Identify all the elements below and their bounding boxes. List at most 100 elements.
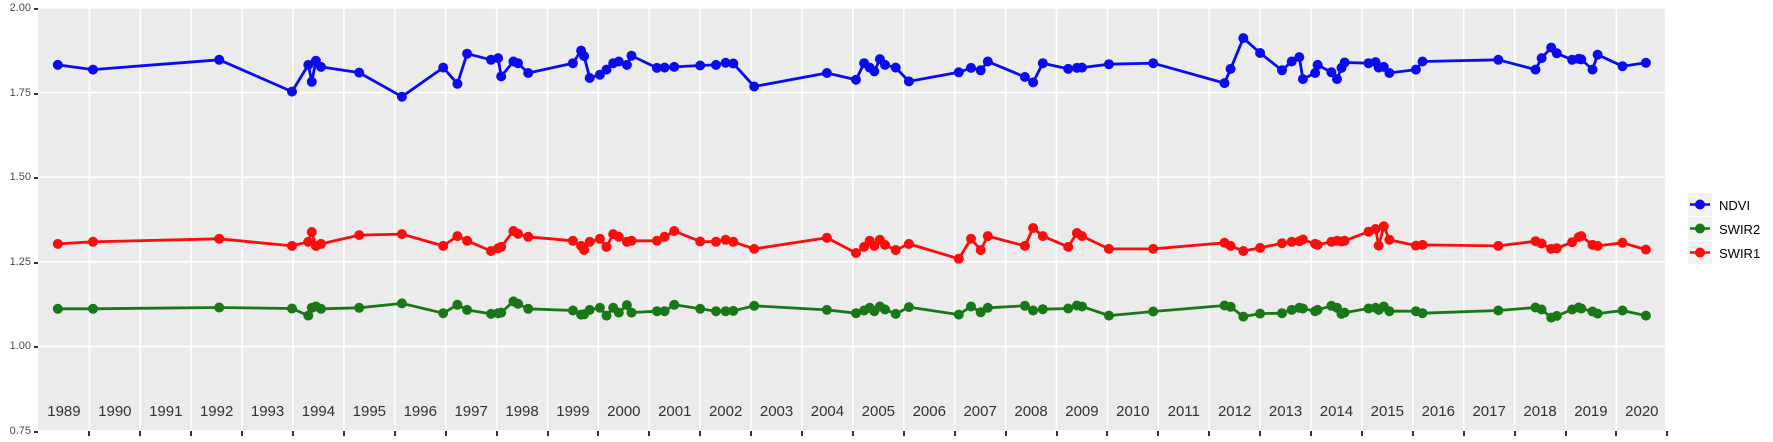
swir1-data-point (1370, 224, 1381, 234)
swir1-data-point (851, 248, 861, 258)
x-axis-year-label: 1993 (250, 403, 285, 420)
ndvi-data-point (1037, 58, 1048, 69)
ndvi-data-point (659, 62, 670, 73)
swir2-data-point (890, 308, 901, 319)
ndvi-data-point (1225, 63, 1236, 74)
x-axis-year-label: 2017 (1472, 403, 1506, 420)
swir1-data-point (1063, 241, 1074, 252)
ndvi-data-point (1019, 72, 1030, 82)
swir1-data-point (1384, 234, 1395, 245)
x-axis-year-label: 1994 (301, 403, 336, 420)
ndvi-data-point (711, 59, 721, 70)
ndvi-data-point (1326, 67, 1337, 78)
swir1-data-point (452, 231, 463, 242)
swir1-data-point (1417, 239, 1428, 250)
x-axis-tick (1513, 431, 1516, 436)
swir1-data-point (52, 238, 63, 249)
swir1-data-point (966, 233, 976, 244)
swir1-data-point (1277, 238, 1287, 249)
swir1-data-point (1225, 240, 1236, 251)
ndvi-data-point (1294, 52, 1305, 63)
swir2-data-point (1640, 310, 1651, 321)
swir1-data-point (1297, 234, 1308, 245)
x-axis-year-label: 2000 (607, 403, 641, 420)
swir2-data-point (1286, 304, 1297, 315)
swir2-data-point (567, 305, 578, 316)
ndvi-data-point (695, 60, 706, 71)
x-axis-year-label: 2010 (1116, 403, 1150, 420)
x-axis-tick (444, 431, 447, 436)
ndvi-data-point (493, 53, 504, 64)
ndvi-data-point (953, 67, 964, 78)
x-axis-year-label: 2011 (1167, 403, 1200, 420)
ndvi-data-point (1536, 53, 1547, 64)
swir2-data-point (1576, 303, 1587, 314)
ndvi-data-point (966, 62, 976, 73)
ndvi-data-point (880, 59, 890, 70)
swir2-data-point (1339, 307, 1350, 318)
swir2-data-point (1225, 301, 1236, 312)
ndvi-data-point (1286, 56, 1297, 67)
swir2-data-point (621, 300, 632, 311)
swir2-data-point (303, 310, 314, 321)
swir1-data-point (584, 236, 595, 247)
swir2-data-point (452, 299, 463, 310)
swir1-data-point (903, 238, 914, 249)
x-axis-tick (1106, 431, 1109, 436)
ndvi-data-point (354, 67, 365, 78)
swir2-data-point (1277, 308, 1287, 319)
ndvi-data-point (821, 68, 832, 78)
ndvi-data-point (496, 71, 507, 82)
x-axis-year-label: 2001 (658, 403, 692, 420)
ndvi-data-point (214, 54, 225, 65)
x-axis-tick (190, 431, 193, 436)
x-axis-tick (1666, 431, 1669, 436)
x-axis-tick (953, 431, 956, 436)
x-axis-year-label: 1990 (98, 403, 132, 420)
swir2-data-point (1297, 303, 1308, 314)
x-axis-tick (1615, 431, 1618, 436)
swir2-data-point (1077, 301, 1087, 312)
swir1-data-point (438, 240, 449, 251)
ndvi-data-point (1410, 64, 1421, 75)
swir2-data-point (1255, 308, 1266, 319)
ndvi-data-point (303, 59, 314, 70)
swir1-data-point (303, 236, 314, 247)
swir1-data-point (1028, 223, 1039, 233)
x-axis-year-label: 2020 (1625, 403, 1659, 420)
ndvi-data-point (287, 86, 297, 97)
swir1-data-point (1286, 236, 1297, 247)
y-axis-tick (34, 92, 38, 95)
swir1-data-point (287, 240, 297, 251)
swir2-data-point (880, 304, 890, 315)
ndvi-data-point (584, 73, 595, 83)
x-axis-tick (851, 431, 854, 436)
swir2-data-point (316, 303, 326, 314)
swir2-data-point (396, 298, 407, 309)
legend-item-ndvi: NDVI (1688, 193, 1760, 217)
swir2-data-point (584, 304, 595, 315)
swir2-data-point (903, 302, 914, 313)
x-axis-year-label: 1999 (556, 403, 590, 420)
swir1-data-point (1378, 221, 1389, 232)
x-axis-year-label: 2013 (1268, 403, 1303, 420)
swir1-data-point (669, 226, 680, 236)
swir1-data-point (1493, 240, 1504, 251)
y-axis-tick-label: 1.75 (9, 86, 31, 99)
swir1-data-point (821, 232, 832, 243)
legend-label: SWIR2 (1719, 221, 1761, 237)
swir2-data-point (88, 303, 98, 314)
swir2-data-point (720, 306, 731, 317)
swir2-data-point (711, 306, 721, 317)
swir1-data-point (567, 235, 578, 246)
ndvi-data-point (567, 58, 578, 69)
ndvi-data-point (1576, 54, 1587, 65)
swir1-data-point (306, 227, 317, 237)
swir1-data-point (1037, 231, 1048, 242)
x-axis-tick (1157, 431, 1160, 436)
ndvi-data-point (621, 59, 632, 70)
ndvi-data-point (452, 78, 463, 89)
x-axis-year-label: 2004 (810, 403, 845, 420)
ndvi-data-point (982, 56, 993, 67)
swir2-data-point (1028, 305, 1039, 316)
